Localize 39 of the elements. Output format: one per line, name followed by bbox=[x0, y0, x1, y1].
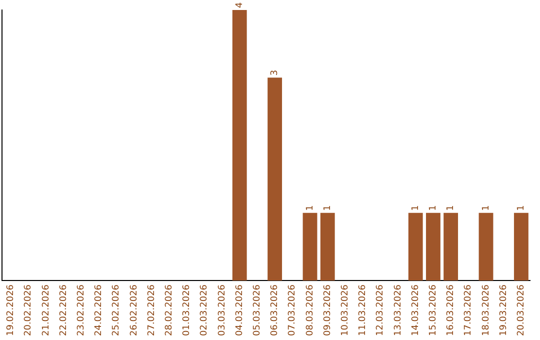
data-label: 1 bbox=[516, 205, 527, 211]
x-tick-label: 28.02.2026 bbox=[164, 284, 175, 336]
x-tick-label: 05.03.2026 bbox=[252, 284, 263, 336]
x-tick-label: 23.02.2026 bbox=[76, 284, 87, 336]
x-tick-label: 26.02.2026 bbox=[129, 284, 140, 336]
x-tick-label: 15.03.2026 bbox=[428, 284, 439, 336]
x-tick-label: 27.02.2026 bbox=[146, 284, 157, 336]
x-tick-label: 25.02.2026 bbox=[112, 284, 122, 336]
x-tick-label: 21.02.2026 bbox=[41, 284, 52, 336]
x-tick-label: 13.03.2026 bbox=[393, 284, 404, 336]
x-tick-label: 04.03.2026 bbox=[234, 284, 245, 336]
x-tick-label: 07.03.2026 bbox=[288, 284, 298, 336]
x-tick-label: 03.03.2026 bbox=[217, 284, 228, 336]
x-tick-label: 14.03.2026 bbox=[410, 284, 421, 336]
data-label: 1 bbox=[410, 205, 421, 211]
x-tick-label: 08.03.2026 bbox=[305, 284, 316, 336]
x-tick-label: 11.03.2026 bbox=[358, 284, 368, 336]
data-label: 1 bbox=[428, 205, 439, 211]
x-tick-label: 18.03.2026 bbox=[481, 284, 492, 336]
x-tick-label: 20.03.2026 bbox=[516, 284, 527, 336]
x-tick-label: 19.03.2026 bbox=[498, 284, 509, 336]
data-label: 1 bbox=[322, 205, 333, 211]
x-tick-label: 19.02.2026 bbox=[6, 284, 16, 336]
x-tick-label: 10.03.2026 bbox=[340, 284, 351, 336]
x-tick-label: 02.03.2026 bbox=[200, 284, 210, 336]
x-tick-label: 06.03.2026 bbox=[270, 284, 280, 336]
x-tick-label: 24.02.2026 bbox=[94, 284, 104, 336]
data-label: 1 bbox=[446, 205, 456, 211]
x-tick-label: 12.03.2026 bbox=[376, 284, 386, 336]
x-tick-label: 01.03.2026 bbox=[182, 284, 192, 336]
data-label: 1 bbox=[305, 205, 316, 211]
x-tick-label: 16.03.2026 bbox=[446, 284, 456, 336]
x-tick-label: 20.02.2026 bbox=[24, 284, 34, 336]
x-tick-label: 22.02.2026 bbox=[58, 284, 69, 336]
x-tick-label: 17.03.2026 bbox=[464, 284, 474, 336]
data-label: 1 bbox=[481, 205, 492, 211]
data-label: 3 bbox=[270, 70, 280, 76]
x-tick-label: 09.03.2026 bbox=[322, 284, 333, 336]
data-label: 4 bbox=[234, 2, 245, 8]
